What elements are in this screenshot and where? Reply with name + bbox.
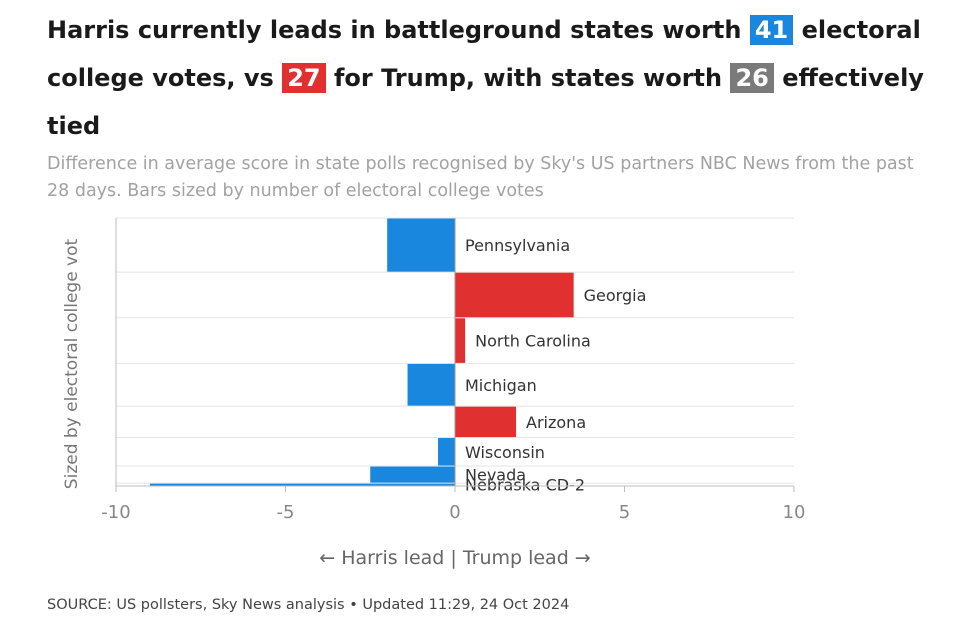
bar-michigan	[407, 363, 455, 406]
x-tick-label: 5	[619, 502, 630, 523]
title-text-2: electoral college votes, vs	[47, 16, 921, 92]
x-tick-label: 0	[449, 502, 460, 523]
bar-nevada	[370, 466, 455, 483]
bar-wisconsin	[438, 438, 455, 466]
bar-label: North Carolina	[475, 332, 591, 351]
source-footer: SOURCE: US pollsters, Sky News analysis …	[47, 597, 570, 613]
bar-label: Georgia	[584, 286, 647, 305]
x-tick-label: 10	[783, 502, 806, 523]
title-text-1: Harris currently leads in battleground s…	[47, 16, 742, 44]
chart-title: Harris currently leads in battleground s…	[47, 6, 947, 150]
bar-nebraska-cd-2	[149, 483, 455, 486]
bar-label: Nevada	[465, 466, 526, 485]
bar-label: Wisconsin	[465, 443, 545, 462]
bar-arizona	[455, 406, 517, 438]
bar-georgia	[455, 272, 574, 318]
bar-pennsylvania	[387, 218, 455, 272]
chart-subtitle: Difference in average score in state pol…	[47, 154, 914, 201]
trump-votes-badge: 27	[282, 63, 326, 93]
bar-label: Michigan	[465, 376, 537, 395]
x-tick-label: -5	[277, 502, 295, 523]
bar-label: Nebraska CD-2	[465, 476, 585, 495]
bar-label: Pennsylvania	[465, 236, 570, 255]
x-tick-label: -10	[101, 502, 130, 523]
harris-votes-badge: 41	[749, 15, 794, 45]
bar-north-carolina	[455, 318, 466, 363]
bar-label: Arizona	[526, 413, 586, 432]
x-axis-title: ← Harris lead | Trump lead →	[319, 547, 591, 569]
title-text-3: for Trump, with states worth	[333, 64, 723, 92]
title-text-4: effectively tied	[47, 64, 924, 140]
tied-votes-badge: 26	[730, 63, 774, 93]
